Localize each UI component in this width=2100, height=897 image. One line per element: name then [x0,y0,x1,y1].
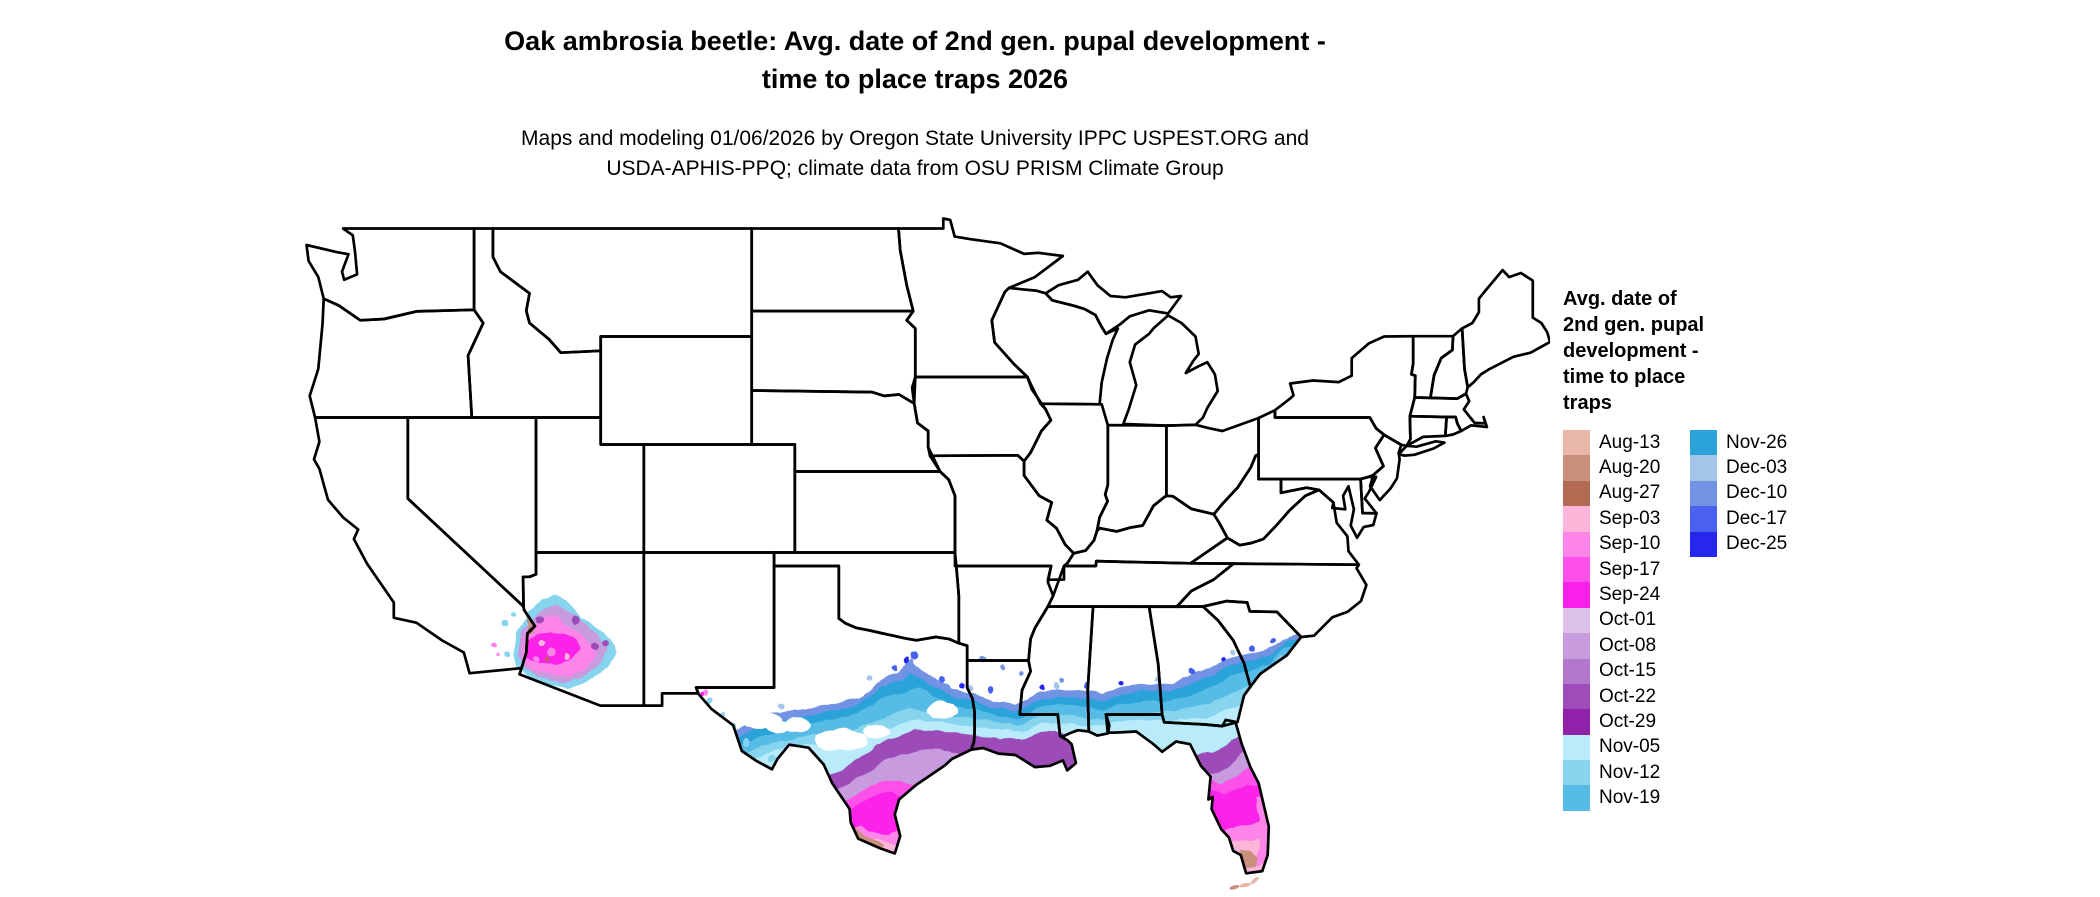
legend-label: Aug-20 [1599,457,1661,479]
legend-entry: Dec-17 [1690,506,1788,532]
legend-entry: Oct-15 [1563,658,1690,684]
legend-label: Oct-29 [1599,710,1657,732]
legend-entry: Oct-01 [1563,607,1690,634]
legend-entry: Sep-03 [1563,506,1690,532]
legend-swatch [1690,455,1717,481]
legend-label: Aug-13 [1599,431,1661,453]
legend-entry: Dec-10 [1690,480,1788,507]
legend-swatch [1563,531,1590,557]
legend-label: Dec-25 [1726,533,1788,555]
legend-label: Dec-17 [1726,507,1788,529]
legend-label: Nov-26 [1726,431,1788,453]
legend-entry: Dec-03 [1690,455,1788,481]
overlay-arizona [491,594,617,689]
state-oh [1165,416,1260,516]
legend-columns: Aug-13 Aug-20 Aug-27 Sep-03 Sep-10 Sep-17 Sep-… [1563,430,1893,811]
legend-label: Oct-22 [1599,685,1657,707]
legend-entry: Aug-20 [1563,455,1690,481]
legend-entry: Nov-19 [1563,785,1690,811]
legend-swatch [1563,709,1590,735]
legend-swatch [1563,430,1590,456]
legend-title-line: development - [1563,340,1699,362]
state-li [1397,439,1446,457]
legend-entry: Aug-13 [1563,430,1690,456]
state-mu [1044,270,1183,336]
legend-entry: Nov-12 [1563,760,1690,786]
state-fl [1104,713,1271,875]
legend-title-line: 2nd gen. pupal [1563,314,1705,336]
page-subtitle: Maps and modeling 01/06/2026 by Oregon S… [315,124,1515,184]
legend-title-line: Avg. date of [1563,288,1677,310]
legend-title-line: time to place [1563,366,1686,388]
legend-entry: Sep-10 [1563,531,1690,557]
legend: Avg. date of 2nd gen. pupal development … [1563,286,1893,811]
legend-swatch [1690,430,1717,456]
legend-title: Avg. date of 2nd gen. pupal development … [1563,286,1893,416]
us-map [300,215,1552,892]
legend-label: Sep-03 [1599,507,1661,529]
legend-swatch [1563,658,1590,684]
page-title-line-1: Oak ambrosia beetle: Avg. date of 2nd ge… [504,26,1326,56]
legend-swatch [1563,506,1590,532]
legend-label: Nov-12 [1599,761,1661,783]
legend-entry: Oct-22 [1563,683,1690,710]
legend-col-1: Aug-13 Aug-20 Aug-27 Sep-03 Sep-10 Sep-17 Sep-… [1563,430,1690,811]
page-subtitle-line-2: USDA-APHIS-PPQ; climate data from OSU PR… [606,157,1224,180]
legend-swatch [1563,480,1590,507]
legend-label: Aug-27 [1599,482,1661,504]
legend-title-line: traps [1563,392,1612,414]
legend-entry: Nov-26 [1690,430,1788,456]
legend-swatch [1563,556,1590,583]
legend-label: Dec-10 [1726,482,1788,504]
state-az [518,551,646,707]
legend-label: Dec-03 [1726,457,1788,479]
legend-swatch [1690,506,1717,532]
state-tx [694,564,976,855]
state-ml [1121,314,1220,427]
legend-swatch [1690,480,1717,507]
page-title-line-2: time to place traps 2026 [761,64,1069,94]
legend-entry: Oct-08 [1563,633,1690,659]
legend-swatch [1563,582,1590,608]
state-borders [305,217,1552,875]
page-subtitle-line-1: Maps and modeling 01/06/2026 by Oregon S… [521,127,1309,150]
legend-swatch [1563,734,1590,761]
state-me [1460,268,1552,389]
legend-label: Nov-19 [1599,787,1661,809]
legend-entry: Dec-25 [1690,531,1788,557]
legend-entry: Sep-24 [1563,582,1690,608]
legend-swatch [1563,683,1590,710]
legend-entry: Oct-29 [1563,709,1690,735]
legend-label: Sep-17 [1599,558,1661,580]
legend-swatch [1563,760,1590,786]
legend-label: Oct-15 [1599,660,1657,682]
us-map-svg [305,217,1552,890]
legend-label: Oct-01 [1599,609,1657,631]
legend-swatch [1563,785,1590,811]
legend-swatch [1563,607,1590,634]
page-title: Oak ambrosia beetle: Avg. date of 2nd ge… [315,22,1515,98]
legend-entry: Aug-27 [1563,480,1690,507]
legend-label: Oct-08 [1599,634,1657,656]
legend-label: Sep-10 [1599,533,1661,555]
legend-label: Nov-05 [1599,736,1661,758]
legend-col-2: Nov-26 Dec-03 Dec-10 Dec-17 Dec-25 [1690,430,1787,811]
legend-entry: Nov-05 [1563,734,1690,761]
legend-swatch [1690,531,1717,557]
legend-swatch [1563,455,1590,481]
legend-label: Sep-24 [1599,584,1661,606]
legend-swatch [1563,633,1590,659]
florida-keys [1229,876,1259,890]
legend-entry: Sep-17 [1563,556,1690,583]
